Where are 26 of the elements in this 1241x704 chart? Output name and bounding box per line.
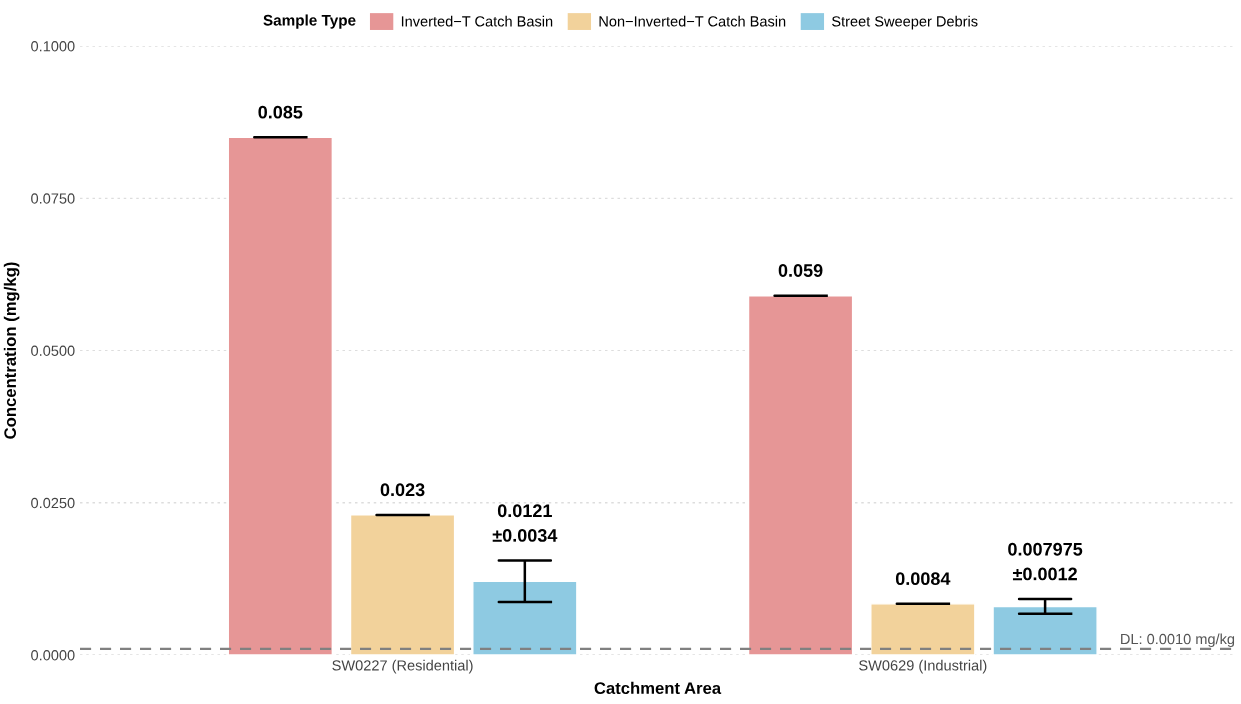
ref-line-label: DL: 0.0010 mg/kg [1121,633,1235,648]
data-label: 0.085 [258,105,303,119]
y-tick-label: 0.0750 [31,193,75,204]
data-label: 0.0121 ±0.0034 [492,504,558,542]
y-tick-label: 0.0500 [31,345,75,356]
bar [992,605,1098,655]
legend-label: Street Sweeper Debris [832,15,978,30]
x-tick-label: SW0629 (Industrial) [859,659,987,674]
data-label: 0.0084 [895,572,951,586]
x-tick-label: SW0227 (Residential) [332,659,473,674]
y-tick-label: 0.0250 [31,497,75,509]
y-axis-title: Concentration (mg/kg) [3,262,20,439]
bar [349,514,456,655]
y-tick-label: 0.0000 [31,650,75,661]
x-axis-title: Catchment Area [594,681,722,695]
y-tick-label: 0.1000 [31,41,75,52]
bar [747,294,854,655]
data-label: 0.007975 ±0.0012 [1008,542,1083,581]
data-label: 0.059 [778,264,823,277]
data-label: 0.023 [380,483,425,497]
bar [227,136,334,655]
legend-title: Sample Type [263,14,356,29]
legend-label: Inverted−T Catch Basin [401,15,553,27]
legend-label: Non−Inverted−T Catch Basin [599,15,786,27]
bar [472,580,578,655]
bar [870,603,976,655]
